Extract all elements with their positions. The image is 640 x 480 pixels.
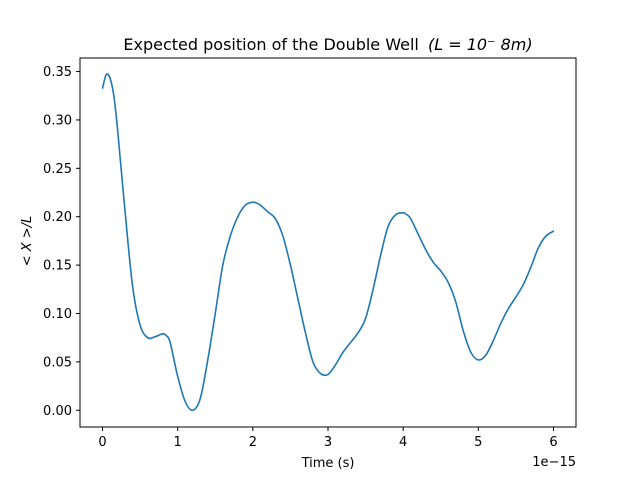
x-tick-label: 2 [249, 435, 257, 450]
y-tick-label: 0.35 [43, 65, 72, 80]
y-tick-label: 0.20 [43, 210, 72, 225]
x-tick-label: 0 [98, 435, 106, 450]
x-tick-label: 1 [174, 435, 182, 450]
chart-title-math: (L = 10⁻ 8m) [428, 35, 533, 54]
plot-area: 0 1 2 3 4 5 6 0.00 0.05 0.10 0.15 0.20 0.25 0.30 0.35 [43, 57, 577, 450]
y-tick-label: 0.05 [43, 355, 72, 370]
y-tick-label: 0.30 [43, 113, 72, 128]
y-tick-label: 0.10 [43, 307, 72, 322]
x-tick-label: 3 [324, 435, 332, 450]
chart-title-text: Expected position of the Double Well [123, 35, 418, 54]
x-tick-label: 6 [549, 435, 557, 450]
y-axis-label: < X >/L [20, 216, 35, 267]
chart-title: Expected position of the Double Well (L … [123, 35, 532, 54]
x-tick-label: 5 [474, 435, 482, 450]
y-tick-label: 0.25 [43, 162, 72, 177]
x-tick-label: 4 [399, 435, 407, 450]
y-tick-label: 0.15 [43, 259, 72, 274]
y-tick-label: 0.00 [43, 404, 72, 419]
x-axis-offset-text: 1e−15 [532, 455, 576, 470]
series-line-0 [101, 73, 555, 412]
x-axis-label: Time (s) [301, 456, 355, 471]
